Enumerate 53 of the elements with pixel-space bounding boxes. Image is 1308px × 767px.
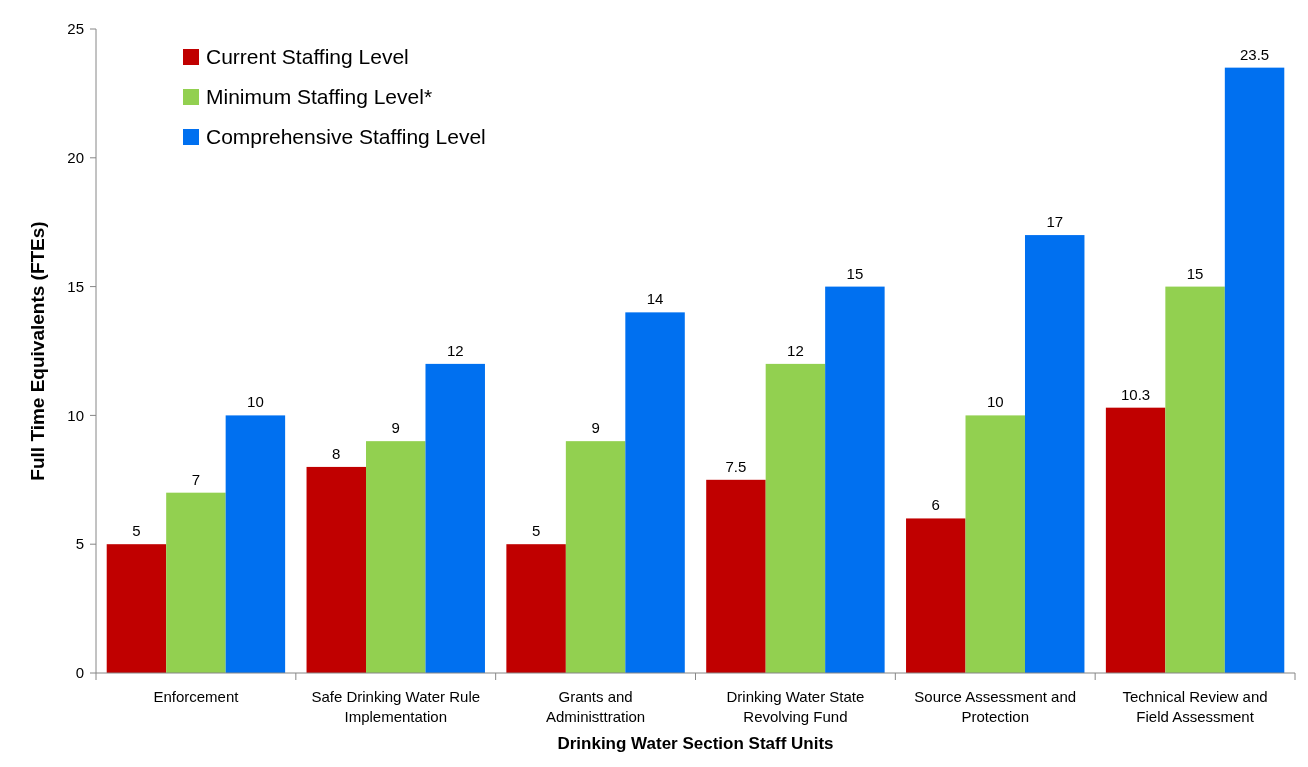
x-tick-label: Safe Drinking Water Rule Implementation	[311, 688, 481, 725]
x-axis-title: Drinking Water Section Staff Units	[557, 734, 834, 753]
y-axis-title: Full Time Equivalents (FTEs)	[27, 221, 48, 481]
legend-label: Current Staffing Level	[206, 45, 409, 69]
bar	[965, 415, 1025, 673]
x-tick-label: Drinking Water State Revolving Fund	[726, 688, 865, 725]
x-tick-label: Source Assessment and Protection	[914, 688, 1077, 725]
data-label: 10	[986, 393, 1004, 411]
data-label: 10.3	[1121, 385, 1151, 403]
bar	[425, 363, 485, 673]
data-label: 14	[646, 290, 664, 308]
data-label: 9	[591, 419, 600, 437]
data-label: 15	[846, 264, 864, 282]
bar	[706, 479, 766, 673]
y-tick-label: 20	[67, 149, 84, 167]
x-tick-label: Technical Review and Field Assessment	[1122, 688, 1268, 725]
data-label: 6	[931, 496, 940, 514]
bar	[506, 544, 566, 673]
data-label: 12	[787, 341, 804, 359]
bar	[106, 544, 167, 673]
data-label: 7.5	[725, 457, 747, 475]
bar	[366, 441, 426, 673]
legend-label: Minimum Staffing Level*	[206, 85, 433, 109]
bar	[166, 492, 226, 673]
data-label: 12	[446, 341, 464, 359]
data-label: 5	[531, 522, 541, 540]
bar	[306, 466, 367, 673]
data-label: 5	[132, 522, 141, 540]
data-label: 17	[1046, 213, 1064, 231]
data-label: 15	[1186, 264, 1204, 282]
y-tick-label: 25	[67, 20, 84, 38]
x-tick-label: Grants and Administtration	[545, 688, 646, 725]
bar	[1024, 235, 1085, 673]
data-label: 9	[391, 419, 400, 437]
data-label: 8	[332, 444, 341, 462]
data-label: 10	[247, 393, 264, 411]
y-tick-label: 10	[67, 406, 84, 424]
bar	[1105, 407, 1166, 673]
y-tick-label: 5	[75, 535, 84, 553]
y-tick-label: 15	[67, 277, 84, 295]
bar	[825, 286, 885, 673]
bar	[625, 312, 685, 673]
bar	[225, 415, 286, 673]
bar	[1224, 67, 1285, 673]
bar	[906, 518, 966, 673]
bar	[1165, 286, 1225, 673]
legend-label: Comprehensive Staffing Level	[206, 125, 486, 149]
y-tick-label: 0	[75, 664, 84, 682]
x-tick-label: Enforcement	[153, 688, 240, 705]
data-label: 7	[191, 470, 201, 488]
data-label: 23.5	[1239, 45, 1270, 63]
bar	[765, 363, 826, 673]
bar	[565, 441, 626, 673]
